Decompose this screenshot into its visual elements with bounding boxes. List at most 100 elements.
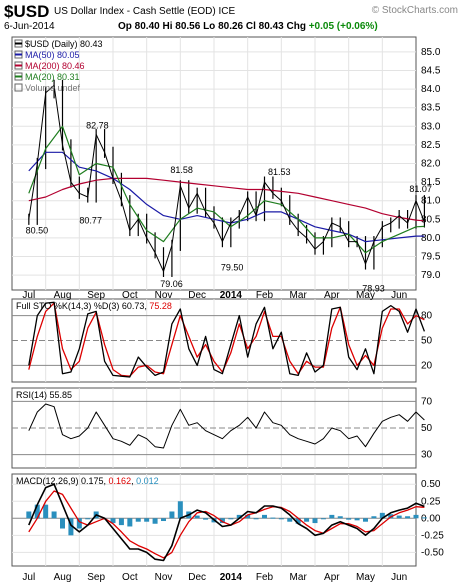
macd-signal-value: 0.162 (109, 476, 132, 486)
price-tick-label: 82.5 (421, 140, 441, 151)
chart-header: $USD US Dollar Index - Cash Settle (EOD)… (0, 0, 464, 36)
macd-histogram-bar (60, 518, 65, 529)
macd-histogram-bar (127, 518, 133, 527)
stoch-d-line (28, 302, 425, 377)
price-annotation: 81.07 (409, 184, 432, 194)
month-label-top: Jun (391, 290, 407, 301)
month-label-bottom: Oct (122, 572, 138, 583)
price-tick-label: 84.5 (421, 65, 441, 76)
month-label-top: Sep (87, 290, 105, 301)
month-label-bottom: Jun (391, 572, 407, 583)
rsi-tick-label: 30 (421, 450, 433, 461)
stoch-k-line (28, 301, 426, 378)
stoch-tick-label: 50 (421, 336, 433, 347)
price-line (28, 84, 425, 272)
rsi-tick-label: 50 (421, 423, 433, 434)
legend-label: MA(20) 80.31 (25, 72, 80, 82)
price-tick-label: 84.0 (421, 84, 441, 95)
legend-label: $USD (Daily) 80.43 (25, 39, 103, 49)
macd-tick-label: 0.50 (421, 479, 441, 490)
macd-histogram-bar (118, 518, 124, 526)
price-annotation: 79.06 (160, 279, 183, 289)
macd-histogram-bar (135, 518, 141, 522)
legend-label: MA(200) 80.46 (25, 61, 85, 71)
low-value: 80.26 (218, 21, 244, 32)
price-annotation: 80.77 (79, 215, 102, 225)
macd-histogram-bar (236, 514, 242, 519)
price-tick-label: 79.0 (421, 270, 441, 281)
month-label-bottom: Aug (54, 572, 72, 583)
macd-legend: MACD(12,26,9) 0.175, 0.162, 0.012 (16, 476, 159, 486)
rsi-line (28, 403, 425, 449)
macd-tick-label: -0.50 (421, 547, 444, 558)
price-tick-label: 85.0 (421, 47, 441, 58)
macd-histogram-bar (270, 517, 276, 519)
macd-histogram-bar (34, 504, 40, 519)
month-label-top: Nov (155, 290, 173, 301)
rsi-tick-label: 70 (421, 396, 433, 407)
macd-histogram-bar (43, 504, 49, 519)
low-label: Lo (203, 21, 216, 32)
macd-separator: , (131, 476, 136, 486)
macd-histogram-bar (253, 518, 259, 520)
month-label-bottom: Jul (22, 572, 35, 583)
macd-histogram-bar (110, 518, 116, 524)
macd-histogram-bar (295, 518, 301, 524)
price-tick-label: 81.5 (421, 177, 441, 188)
macd-histogram-bar (405, 516, 411, 519)
macd-histogram-bar (144, 518, 150, 522)
month-label-bottom: Apr (324, 572, 340, 583)
box-icon (14, 83, 23, 92)
month-label-bottom: May (356, 572, 375, 583)
price-tick-label: 83.5 (421, 103, 441, 114)
macd-histogram-bar (304, 518, 310, 522)
macd-histogram-bar (278, 518, 284, 520)
macd-histogram-bar (245, 514, 251, 519)
macd-tick-label: -0.25 (421, 530, 444, 541)
month-label-top: May (356, 290, 375, 301)
macd-histogram-bar (421, 517, 427, 519)
legend-label: MA(50) 80.05 (25, 50, 80, 60)
macd-histogram-bar (312, 518, 318, 524)
macd-histogram-bar (413, 514, 419, 519)
macd-histogram-bar (203, 518, 209, 520)
macd-histogram-bar (26, 511, 32, 519)
price-annotation: 78.93 (362, 284, 385, 294)
macd-histogram-bar (51, 511, 57, 519)
change-value: +0.05 (+0.06%) (308, 21, 378, 32)
macd-histogram-bar (354, 518, 360, 521)
month-label-top: 2014 (220, 290, 243, 301)
macd-histogram-bar (346, 518, 352, 520)
price-annotation: 81.58 (170, 165, 193, 175)
stoch-d-value: 75.28 (149, 301, 172, 311)
brand: © StockCharts.com (372, 5, 458, 16)
macd-histogram-bar (68, 518, 74, 536)
macd-histogram-bar (320, 518, 326, 520)
stoch-k-value: 60.73, (122, 301, 150, 311)
macd-histogram-bar (85, 518, 91, 520)
price-annotation: 81.53 (268, 167, 291, 177)
price-tick-label: 80.5 (421, 214, 441, 225)
price-tick-label: 81.0 (421, 196, 441, 207)
change-label: Chg (286, 21, 306, 32)
macd-histogram-bar (177, 501, 183, 519)
month-label-top: Apr (324, 290, 340, 301)
price-tick-label: 82.0 (421, 159, 441, 170)
legend-label: Volume undef (25, 83, 81, 93)
high-label: Hi (162, 21, 173, 32)
macd-histogram-value: 0.012 (136, 476, 159, 486)
month-label-bottom: Nov (155, 572, 173, 583)
open-label: Op (118, 21, 132, 32)
rsi-legend: RSI(14) 55.85 (16, 390, 72, 400)
macd-histogram-bar (379, 512, 385, 519)
price-tick-label: 79.5 (421, 252, 441, 263)
close-label: Cl (245, 21, 256, 32)
macd-histogram-bar (169, 511, 175, 519)
macd-histogram-bar (337, 516, 343, 519)
price-annotation: 82.78 (86, 120, 109, 130)
price-annotation: 80.50 (26, 225, 49, 235)
price-annotation: 79.50 (221, 263, 244, 273)
macd-histogram-bar (161, 518, 166, 522)
macd-histogram-bar (329, 514, 335, 519)
